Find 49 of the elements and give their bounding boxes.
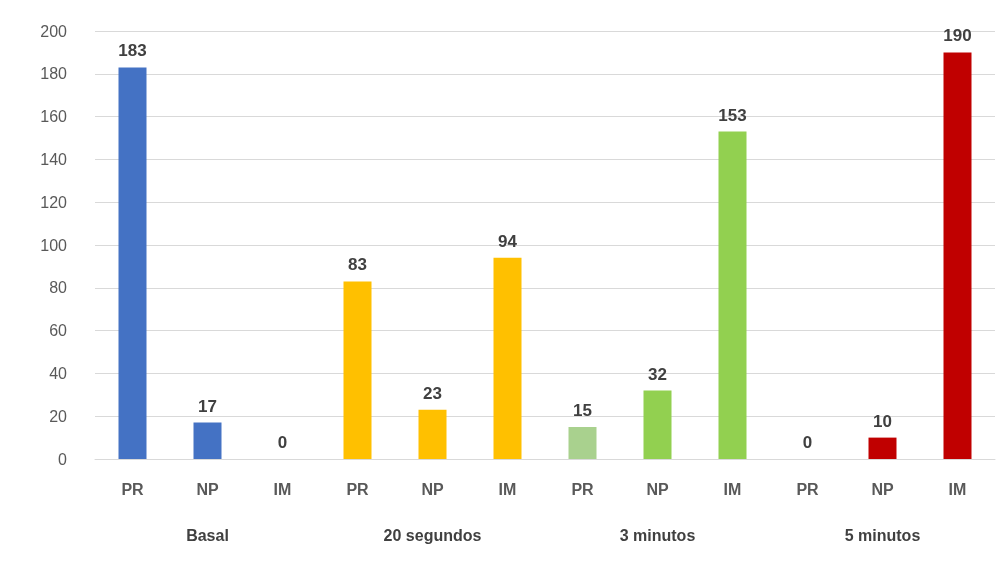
bar <box>568 426 597 459</box>
data-label: 190 <box>943 26 972 46</box>
data-label: 23 <box>423 383 442 403</box>
y-tick-label: 160 <box>40 108 68 126</box>
data-label: 15 <box>573 400 592 420</box>
bar <box>643 390 672 459</box>
text: 20 segundos <box>383 526 482 544</box>
y-tick-label: 140 <box>40 150 68 168</box>
x-tick-label: PR <box>121 480 145 498</box>
y-tick-label: 20 <box>49 407 68 425</box>
bar <box>943 52 972 459</box>
x-tick-label: IM <box>498 480 517 498</box>
bar <box>118 67 147 459</box>
bar <box>868 437 897 459</box>
x-tick-label: NP <box>871 480 894 498</box>
bar <box>193 422 222 459</box>
data-label: 32 <box>648 364 667 384</box>
x-tick-label: IM <box>948 480 967 498</box>
y-tick-label: 0 <box>58 450 68 468</box>
data-label: 17 <box>198 396 217 416</box>
data-label: 94 <box>498 231 518 251</box>
text: 3 minutos <box>619 526 696 544</box>
bar <box>418 409 447 459</box>
y-tick-label: 120 <box>40 193 68 211</box>
x-tick-label: IM <box>273 480 292 498</box>
data-label: 10 <box>873 411 892 431</box>
x-tick-label: NP <box>646 480 669 498</box>
y-tick-label: 180 <box>40 65 68 83</box>
x-tick-label: PR <box>796 480 820 498</box>
bar <box>343 281 372 459</box>
y-tick-label: 100 <box>40 236 68 254</box>
y-tick-label: 200 <box>40 22 68 40</box>
data-label: 153 <box>718 105 747 125</box>
text: Basal <box>186 526 229 544</box>
x-tick-label: IM <box>723 480 742 498</box>
data-label: 0 <box>277 433 288 452</box>
bar <box>493 257 522 459</box>
y-tick-label: 40 <box>49 364 68 382</box>
y-tick-label: 60 <box>49 322 68 340</box>
x-tick-label: NP <box>196 480 219 498</box>
x-tick-label: PR <box>571 480 595 498</box>
x-tick-label: PR <box>346 480 370 498</box>
data-label: 83 <box>348 255 367 275</box>
y-tick-label: 80 <box>49 279 68 297</box>
data-label: 183 <box>118 41 147 61</box>
text: 5 minutos <box>844 526 921 544</box>
x-tick-label: NP <box>421 480 444 498</box>
data-label: 0 <box>802 433 813 452</box>
bar <box>718 131 747 459</box>
